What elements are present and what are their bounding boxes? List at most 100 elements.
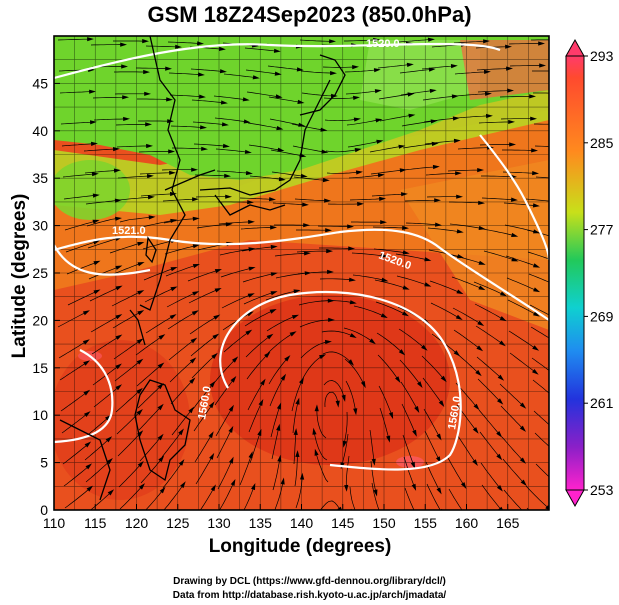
streamline-arrowhead	[438, 400, 445, 407]
streamline	[325, 149, 358, 153]
y-tick-label: 5	[40, 455, 48, 471]
streamline	[402, 434, 415, 466]
streamline	[501, 436, 524, 462]
streamline	[246, 354, 268, 380]
streamline-arrowhead	[519, 425, 526, 432]
streamline-arrowhead	[201, 146, 208, 151]
streamline	[223, 73, 256, 79]
streamline-arrowhead	[230, 376, 237, 383]
streamline-arrowhead	[274, 71, 282, 76]
streamline	[188, 289, 219, 304]
streamline-arrowhead	[483, 39, 490, 44]
streamline	[476, 356, 502, 379]
streamline	[294, 198, 328, 202]
streamline	[245, 335, 271, 358]
streamline-arrowhead	[473, 403, 480, 411]
streamline	[422, 95, 455, 101]
streamline	[117, 175, 150, 179]
streamline-arrowhead	[165, 66, 172, 71]
streamline-arrowhead	[341, 394, 346, 402]
streamline	[324, 118, 357, 122]
streamline-arrowhead	[276, 402, 282, 410]
streamline	[248, 144, 281, 151]
streamline	[300, 70, 333, 74]
streamline-arrowhead	[347, 224, 354, 229]
streamline	[475, 325, 503, 345]
streamline	[482, 228, 515, 236]
streamline	[60, 391, 88, 412]
streamline	[274, 252, 307, 257]
streamline-arrowhead	[455, 314, 463, 320]
streamline-arrowhead	[324, 198, 331, 203]
streamline-arrowhead	[478, 200, 485, 205]
streamline	[243, 486, 255, 510]
streamline	[58, 341, 87, 359]
streamline	[321, 330, 354, 337]
streamline-arrowhead	[472, 459, 478, 466]
streamline-arrowhead	[166, 97, 173, 102]
streamline-arrowhead	[452, 116, 460, 121]
streamline	[454, 71, 487, 75]
streamline-arrowhead	[191, 310, 199, 316]
streamline-arrowhead	[180, 481, 186, 489]
y-tick-label: 10	[32, 407, 48, 423]
streamline-arrowhead	[373, 37, 380, 43]
streamline	[423, 408, 440, 438]
streamline-arrowhead	[499, 316, 507, 322]
streamline-arrowhead	[93, 260, 101, 266]
streamline	[528, 273, 549, 283]
streamline-arrowhead	[381, 277, 389, 282]
streamline	[143, 267, 174, 281]
streamline	[530, 326, 549, 339]
streamline-arrowhead	[304, 251, 311, 256]
streamline-arrowhead	[519, 402, 527, 409]
streamline	[371, 193, 404, 197]
colorbar-tick-label: 253	[590, 482, 614, 498]
streamline-arrowhead	[136, 358, 144, 365]
streamline-arrowhead	[295, 450, 300, 457]
streamline	[117, 432, 141, 457]
streamline-arrowhead	[93, 289, 101, 295]
streamline	[246, 91, 279, 98]
streamline-arrowhead	[123, 116, 130, 121]
streamline	[64, 487, 91, 509]
streamline	[84, 170, 117, 174]
streamline	[245, 69, 278, 75]
streamline	[345, 380, 356, 412]
streamline	[324, 391, 339, 408]
streamline	[326, 171, 360, 174]
streamline-arrowhead	[539, 63, 546, 68]
streamline	[395, 253, 428, 261]
streamline	[344, 39, 377, 42]
streamline-arrowhead	[178, 428, 184, 436]
streamline	[345, 455, 350, 488]
streamline-arrowhead	[520, 479, 527, 486]
streamline-arrowhead	[554, 429, 561, 435]
streamline-arrowhead	[398, 349, 406, 356]
streamline	[115, 390, 141, 413]
streamline	[506, 277, 537, 291]
streamline	[369, 429, 375, 462]
streamline-arrowhead	[530, 116, 537, 121]
streamline-arrowhead	[427, 37, 435, 42]
streamline-arrowhead	[300, 472, 305, 480]
streamline	[323, 97, 357, 99]
streamline	[216, 170, 249, 174]
streamline	[61, 413, 88, 434]
streamline-arrowhead	[189, 357, 197, 364]
streamline	[455, 93, 488, 97]
streamline	[425, 172, 458, 176]
streamline	[372, 226, 406, 229]
colorbar-tick-label: 293	[590, 48, 614, 64]
streamline	[502, 149, 535, 151]
streamline-arrowhead	[417, 381, 423, 388]
streamline-arrowhead	[348, 277, 356, 282]
streamline-arrowhead	[270, 225, 277, 230]
streamline-arrowhead	[245, 329, 253, 336]
streamline-arrowhead	[115, 265, 123, 270]
contour-label: 1560.0	[196, 385, 214, 420]
streamline-arrowhead	[245, 170, 253, 176]
streamline-arrowhead	[496, 485, 503, 492]
streamline	[453, 40, 486, 44]
streamline-arrowhead	[477, 168, 484, 173]
